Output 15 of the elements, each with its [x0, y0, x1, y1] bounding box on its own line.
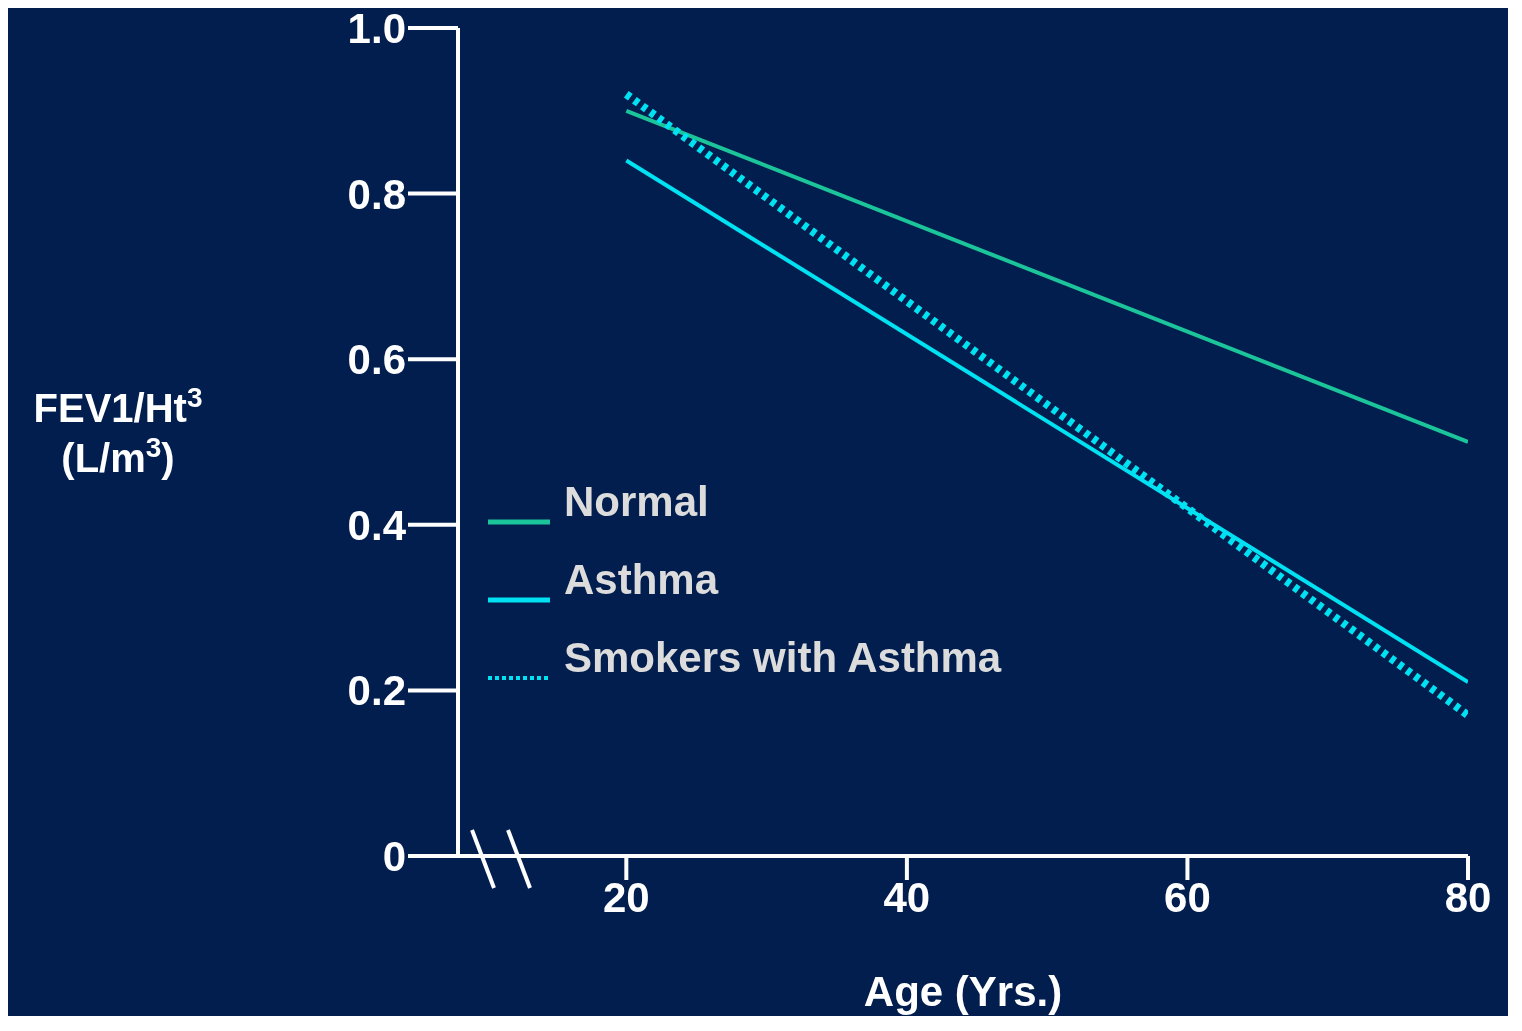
- legend-label: Normal: [564, 478, 709, 526]
- legend-label: Asthma: [564, 556, 719, 604]
- y-tick-label: 0.2: [347, 667, 406, 715]
- x-axis-title: Age (Yrs.): [863, 968, 1063, 1015]
- y-tick-label: 1.0: [347, 4, 406, 52]
- y-tick-label: 0: [382, 832, 406, 880]
- x-tick-label: 20: [602, 873, 650, 921]
- y-tick-label: 0.8: [347, 170, 406, 218]
- x-tick-label: 80: [1444, 873, 1492, 921]
- x-tick-label: 60: [1164, 873, 1211, 921]
- legend-label: Smokers with Asthma: [564, 634, 1002, 682]
- text: FEV1/Ht$^{3}$ (L/m$^{3}$): [33, 381, 203, 480]
- x-tick-label: 40: [883, 873, 931, 921]
- y-tick-label: 0.6: [347, 336, 406, 384]
- y-tick-label: 0.4: [347, 501, 407, 549]
